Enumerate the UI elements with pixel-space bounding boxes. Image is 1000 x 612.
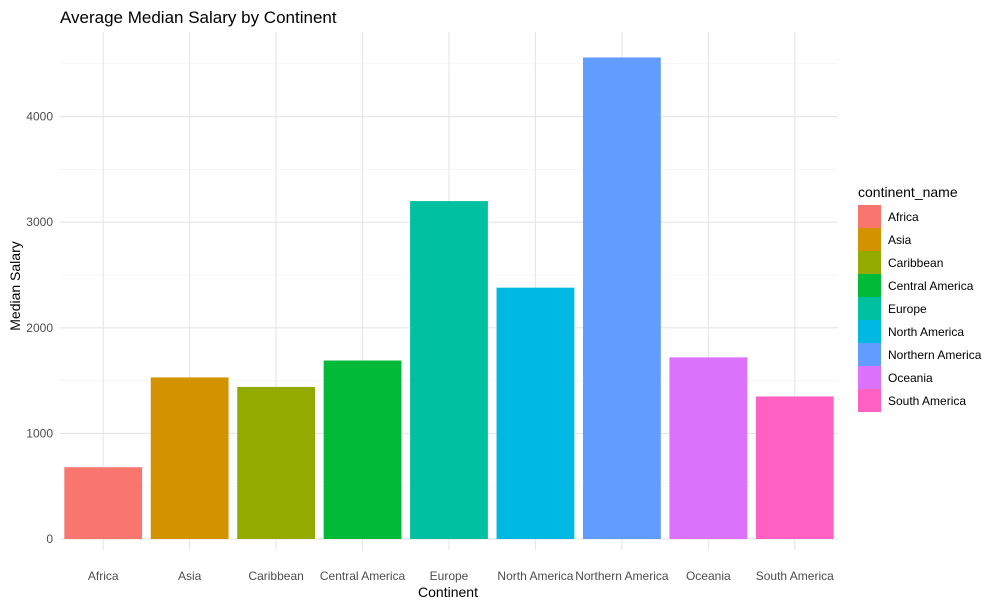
bar-south-america <box>755 396 834 539</box>
bars <box>64 57 834 540</box>
legend-swatch <box>858 205 881 228</box>
x-tick-label: Caribbean <box>248 569 303 583</box>
legend-label: Caribbean <box>888 256 943 270</box>
y-tick-label: 1000 <box>26 426 53 440</box>
bar-africa <box>64 467 143 539</box>
bar-caribbean <box>237 386 316 539</box>
x-tick-label: Central America <box>320 569 406 583</box>
x-tick-label: Asia <box>178 569 202 583</box>
legend-label: Europe <box>888 302 927 316</box>
x-tick-label: Europe <box>430 569 469 583</box>
legend-label: North America <box>888 325 964 339</box>
legend-swatch <box>858 366 881 389</box>
y-tick-label: 3000 <box>26 215 53 229</box>
y-axis-tick-labels: 0 1000 2000 3000 4000 <box>26 110 53 546</box>
legend-swatch <box>858 297 881 320</box>
bar-asia <box>150 377 229 539</box>
legend-swatch <box>858 251 881 274</box>
legend-label: Asia <box>888 233 912 247</box>
x-tick-label: Oceania <box>686 569 731 583</box>
y-tick-label: 0 <box>46 532 53 546</box>
bar-oceania <box>669 357 748 539</box>
y-tick-label: 4000 <box>26 110 53 124</box>
x-axis-tick-labels: Africa Asia Caribbean Central America Europe… <box>88 569 834 583</box>
x-axis-title: Continent <box>418 584 478 600</box>
y-tick-label: 2000 <box>26 321 53 335</box>
legend-label: Northern America <box>888 348 982 362</box>
x-tick-label: Northern America <box>575 569 669 583</box>
y-axis-title: Median Salary <box>7 241 23 331</box>
legend-swatch <box>858 343 881 366</box>
legend-swatch <box>858 320 881 343</box>
legend-label: Oceania <box>888 371 933 385</box>
chart-title: Average Median Salary by Continent <box>60 8 337 27</box>
x-tick-label: Africa <box>88 569 119 583</box>
bar-north-america <box>496 287 575 539</box>
bar-europe <box>410 201 488 539</box>
legend-swatch <box>858 389 881 412</box>
bar-central-america <box>323 360 402 539</box>
legend-swatch <box>858 228 881 251</box>
legend-swatch <box>858 274 881 297</box>
legend-title: continent_name <box>858 184 958 200</box>
x-tick-label: South America <box>756 569 834 583</box>
legend: continent_name Africa Asia Caribbean Centra… <box>858 184 982 412</box>
legend-label: South America <box>888 394 966 408</box>
legend-label: Central America <box>888 279 974 293</box>
bar-northern-america <box>582 57 661 540</box>
legend-label: Africa <box>888 210 919 224</box>
x-tick-label: North America <box>497 569 573 583</box>
